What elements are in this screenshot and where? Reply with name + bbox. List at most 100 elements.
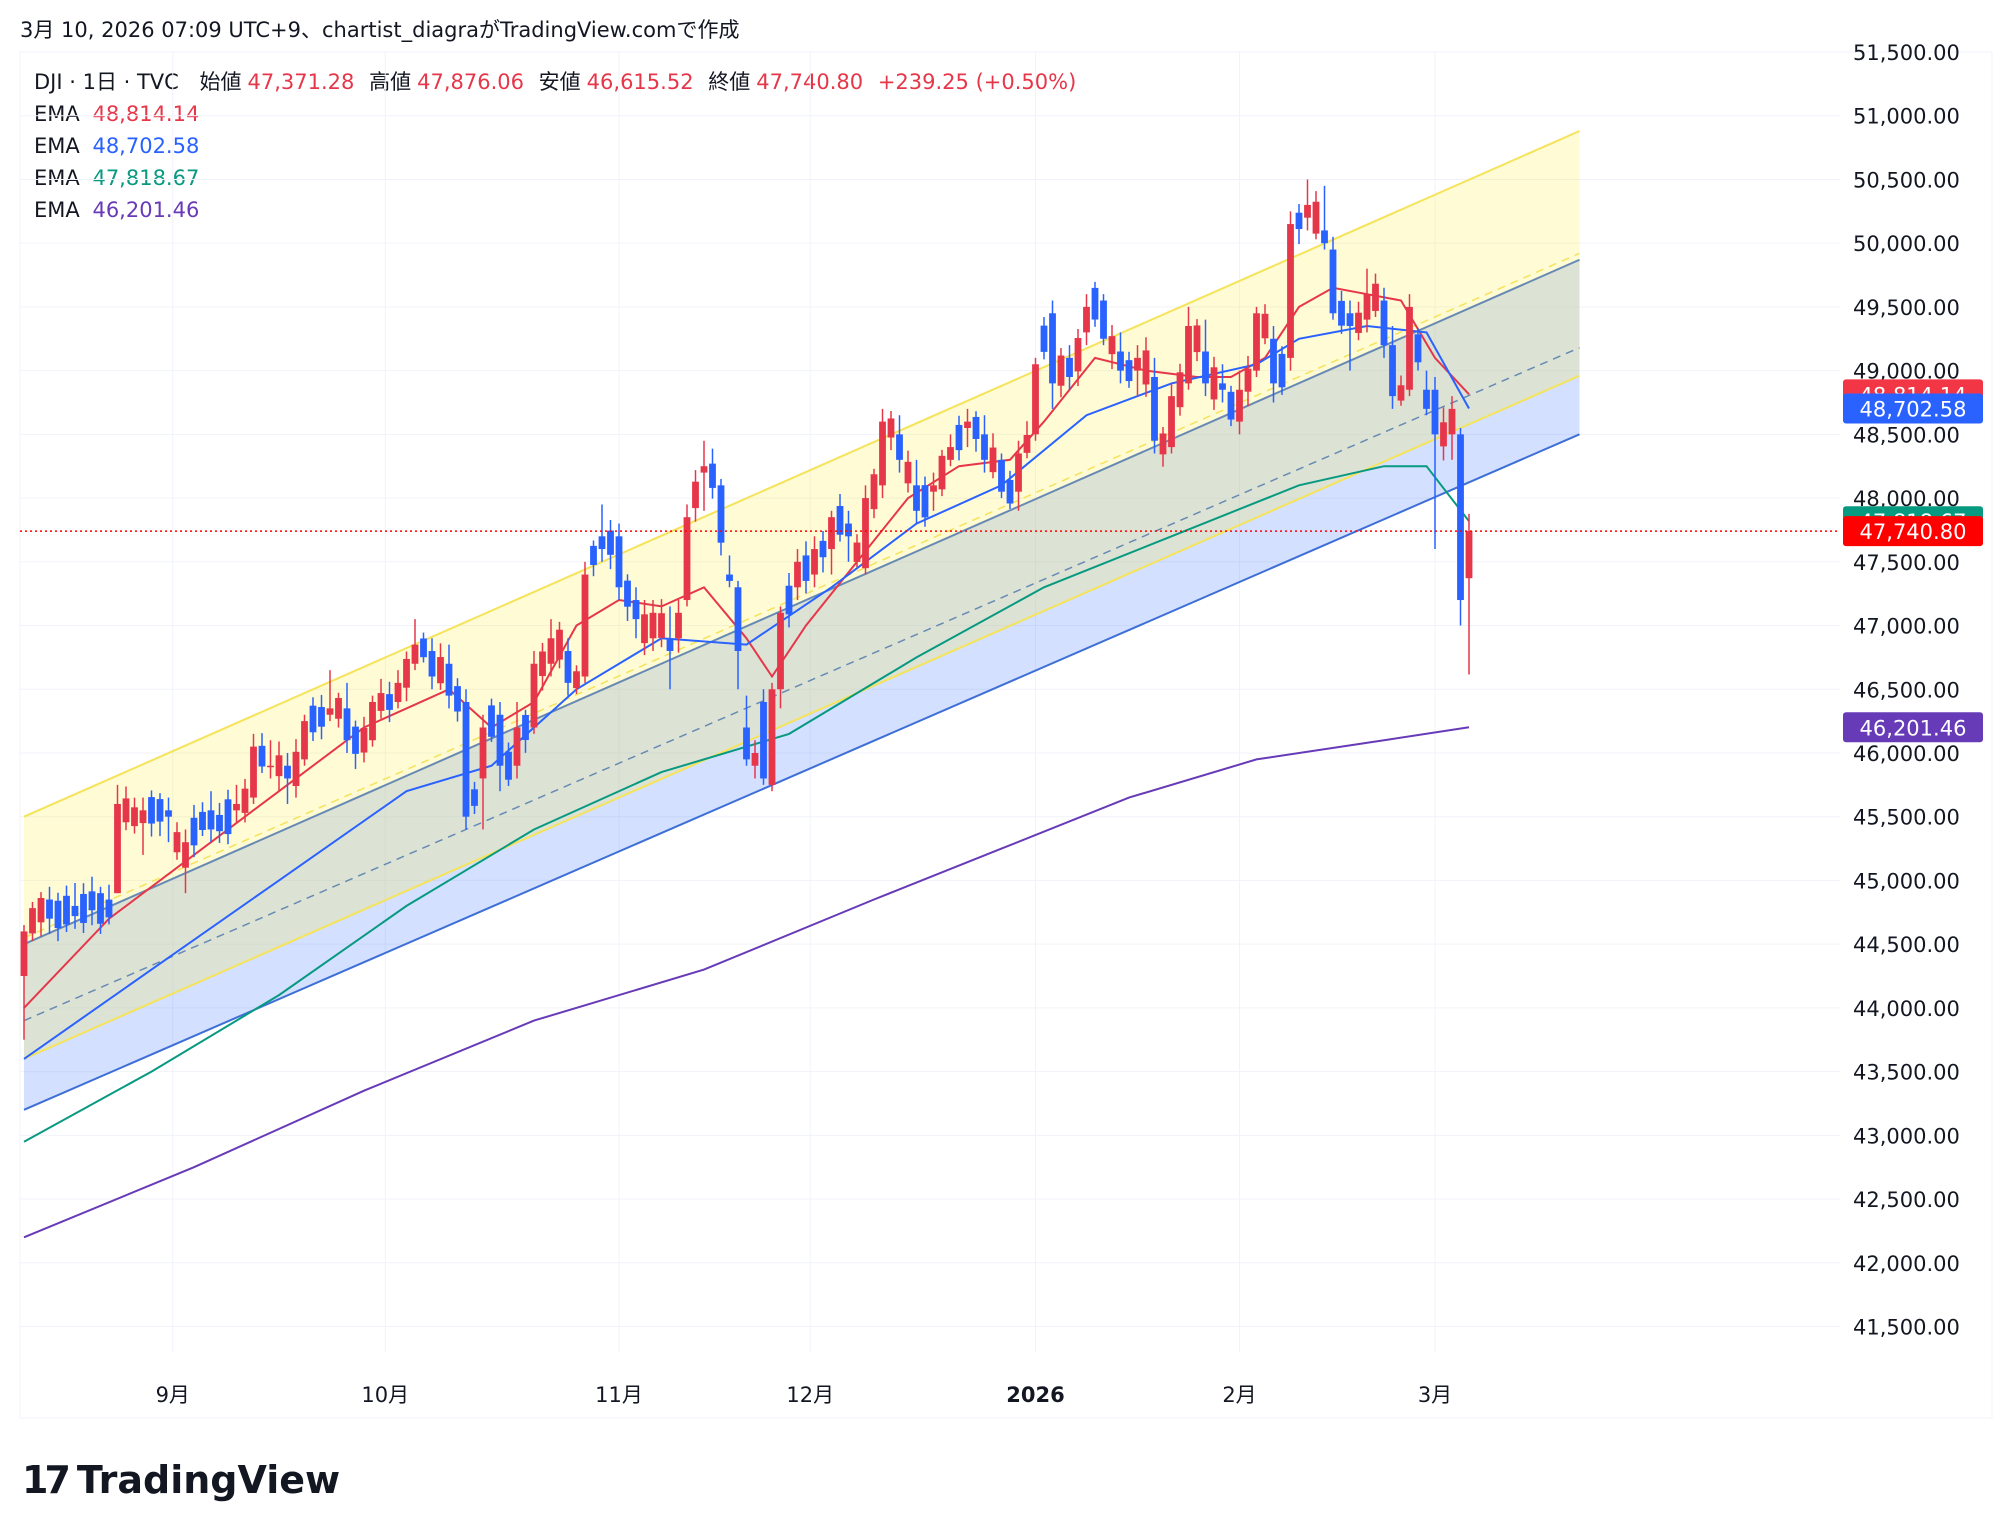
candle-body [343,708,351,741]
candle-body [913,485,920,511]
candle-body [1261,313,1269,339]
candle-body [1287,224,1294,358]
candle-body [207,810,215,830]
candle-body [1117,351,1124,371]
ema-line-3 [23,465,1470,1143]
regression-channels [23,130,1580,1111]
x-tick-label: 2026 [1006,1383,1064,1407]
x-tick-label: 12月 [786,1383,834,1407]
candle-body [80,893,87,923]
y-tick-label: 46,500.00 [1853,678,1960,702]
candle-body [556,629,563,660]
candle-body [156,799,164,822]
candle-body [1278,353,1286,388]
candle-body [530,663,538,728]
blue-channel-mid-line [23,346,1580,1022]
y-tick-label: 51,500.00 [1853,41,1960,65]
candle-body [564,651,572,683]
symbol-label[interactable]: DJI · 1日 · TVC [34,70,179,94]
candle-body [471,789,478,806]
candle-body [692,481,699,509]
time-axis[interactable]: 9月 10月 11月 12月 2026 2月 3月 [156,1383,1453,1407]
candle-body [1227,391,1235,420]
y-tick-label: 42,000.00 [1853,1252,1960,1276]
candle-body [819,540,827,558]
candle-body [292,751,300,787]
price-axis[interactable]: 51,500.00 51,000.00 50,500.00 50,000.00 49,5… [1853,41,1960,1340]
candle-body [1091,287,1099,320]
x-tick-label: 11月 [595,1383,643,1407]
candle-body [734,587,742,652]
candle-body [998,459,1005,492]
candle-body [641,614,648,644]
blue-channel-upper-line [23,258,1580,946]
candle-body [794,561,801,588]
candle-body [462,702,470,817]
grid-lines [19,51,1993,1419]
candle-body [1346,313,1354,327]
candle-body [37,898,45,923]
candle-body [1304,204,1311,218]
candle-body [1372,283,1379,311]
candle-body [20,931,28,977]
candle-body [1253,313,1260,371]
candle-body [547,638,555,664]
y-tick-label: 47,500.00 [1853,551,1960,575]
ema-legend-row-1[interactable]: EMA 48,814.14 [34,98,1076,130]
candle-body [1355,312,1362,333]
candle-body [1338,300,1345,326]
candle-body [437,657,444,684]
change-value: +239.25 (+0.50%) [877,70,1077,94]
tradingview-wordmark: TradingView [76,1458,341,1502]
candle-body [352,726,359,754]
ema-label: EMA [34,102,80,126]
candle-body [199,811,206,830]
ema-legend-row-4[interactable]: EMA 46,201.46 [34,194,1076,226]
candle-body [326,708,334,715]
candle-body [190,817,198,846]
y-tick-label: 49,500.00 [1853,296,1960,320]
y-tick-label: 42,500.00 [1853,1188,1960,1212]
candle-body [700,466,708,473]
yellow-channel-lower-line [23,374,1580,1060]
candle-body [445,663,453,696]
ema-legend-row-3[interactable]: EMA 47,818.67 [34,162,1076,194]
candle-body [1295,212,1303,230]
y-tick-label: 43,000.00 [1853,1124,1960,1148]
candle-body [1457,434,1464,601]
close-label: 終値 [708,70,751,94]
candle-body [666,638,674,652]
ema-legend-row-2[interactable]: EMA 48,702.58 [34,130,1076,162]
candle-body [1074,338,1082,372]
y-tick-label: 45,500.00 [1853,806,1960,830]
ema-line-2 [23,324,1470,1060]
y-tick-label: 44,000.00 [1853,997,1960,1021]
chart-legend: DJI · 1日 · TVC 始値 47,371.28 高値 47,876.06 安… [34,66,1076,226]
y-tick-label: 46,000.00 [1853,742,1960,766]
candle-body [454,686,461,712]
chart-caption: 3月 10, 2026 07:09 UTC+9、chartist_diagraが… [20,18,740,42]
candle-body [1202,351,1209,384]
candle-body [1244,368,1252,392]
candle-body [683,517,691,601]
candle-body [1440,422,1447,447]
candle-body [930,485,937,492]
tradingview-logo[interactable]: 17 TradingView [22,1458,340,1502]
low-value: 46,615.52 [586,70,694,94]
ema-label: EMA [34,198,80,222]
candle-body [1380,300,1388,346]
y-tick-label: 50,500.00 [1853,168,1960,192]
y-tick-label: 47,000.00 [1853,615,1960,639]
candle-body [1397,385,1405,401]
candle-body [709,463,716,488]
candle-body [896,434,903,460]
candle-body [122,798,130,823]
candle-body [1023,434,1031,453]
price-badge [1843,712,1983,743]
candle-body [29,908,36,934]
open-label: 始値 [199,70,242,94]
candle-body [1465,531,1473,579]
candle-body [284,765,291,779]
candle-body [1134,357,1141,371]
